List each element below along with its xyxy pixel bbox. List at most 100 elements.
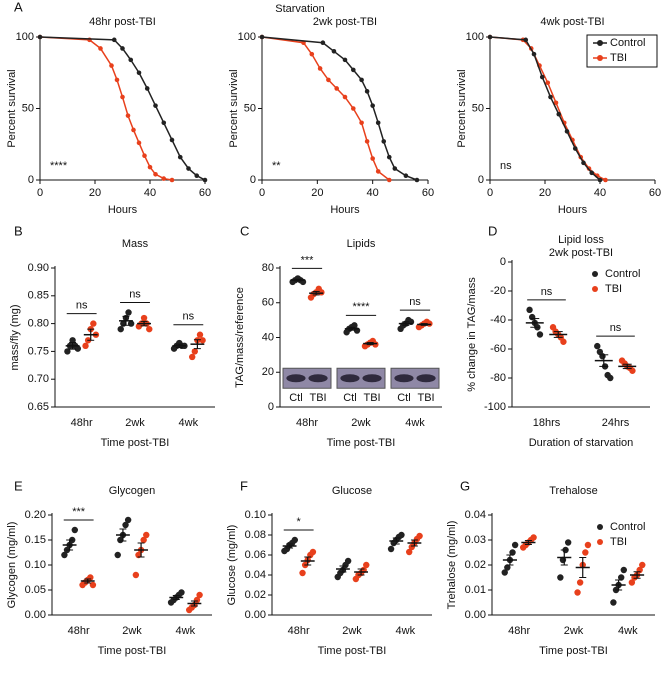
survival-point [161,120,167,126]
survival-point [161,176,167,181]
y-tick-label: -80 [490,372,506,384]
legend-marker [597,55,603,61]
data-point [594,342,601,350]
x-tick-label: 20 [89,187,101,199]
data-point [610,599,617,606]
y-tick-label: 0.00 [25,609,46,621]
x-tick-label: 18hrs [533,417,561,429]
data-point [504,564,511,571]
y-tick-label: 0.06 [245,549,266,561]
data-point [124,516,132,524]
y-tick-label: -100 [484,401,506,413]
y-tick-label: 0.00 [245,609,266,621]
data-point [193,596,201,604]
survival-point [572,146,578,151]
survival-point [386,154,392,160]
survival-point [370,156,375,161]
y-tick-label: -40 [490,314,506,326]
x-axis-label: Time post-TBI [318,645,387,657]
data-point [526,306,533,314]
y-axis-label: Trehalose (mg/ml) [446,521,458,610]
legend-label: TBI [605,283,622,295]
y-tick-label: 0.04 [465,509,486,521]
data-point [117,325,124,333]
data-point [387,545,395,553]
gel-label: Ctl [397,392,410,404]
x-tick-label: 40 [367,187,379,199]
x-tick-label: 20 [539,187,551,199]
panel-label: G [460,478,470,493]
survival-point [375,169,381,174]
x-tick-label: 24hrs [602,417,630,429]
data-point [191,348,198,355]
y-axis-label: % change in TAG/mass [466,277,478,392]
data-point [143,531,150,539]
x-axis-label: Time post-TBI [101,437,170,449]
significance: ns [541,286,553,298]
x-axis-label: Duration of starvation [529,437,634,449]
survival-line [261,36,418,181]
chart-title: Glycogen [109,485,155,497]
chart-subtitle: 2wk post-TBI [549,247,613,259]
y-tick-label: -20 [490,285,506,297]
chart-title: Lipids [347,238,376,250]
x-tick-label: 0 [487,187,493,199]
x-tick-label: 2wk [122,625,142,637]
gel-band [308,374,328,383]
survival-point [351,106,356,111]
gel-label: TBI [417,392,434,404]
gel-band [394,374,414,383]
y-axis-label: Percent survival [228,69,240,147]
significance: ns [500,160,512,172]
data-point [132,571,140,579]
data-point [416,532,423,540]
data-point [344,557,352,565]
y-tick-label: 0.65 [28,401,49,413]
survival-point [98,46,103,51]
x-tick-label: 60 [649,187,661,199]
gel-image [336,367,386,389]
gel-band [340,374,360,383]
y-tick-label: 0.10 [245,509,266,521]
y-tick-label: 0 [250,174,256,186]
data-point [629,367,636,374]
survival-point [120,46,125,51]
survival-point [564,129,570,134]
data-point [125,309,132,316]
data-point [71,526,79,534]
survival-point [359,120,364,126]
significance: ns [409,296,421,308]
data-point [196,331,204,338]
panel-label: A [14,0,23,14]
survival-point [114,77,120,83]
data-point [511,541,519,549]
data-point [117,536,124,544]
legend-label: TBI [610,52,627,64]
x-axis-label: Hours [330,204,360,216]
y-axis-label: mass/fly (mg) [9,305,21,371]
data-point [501,569,508,576]
survival-point [111,37,117,43]
data-point [90,320,97,327]
survival-point [177,154,183,160]
survival-point [186,166,191,171]
survival-point [153,171,158,177]
survival-point [309,51,315,57]
chart-title: Glucose [332,485,372,497]
survival-point [403,173,409,179]
survival-point [531,51,537,57]
y-tick-label: 0.01 [465,584,486,596]
significance: *** [72,506,86,518]
survival-point [142,153,147,158]
y-tick-label: 0.04 [245,569,266,581]
survival-point [37,34,43,40]
x-tick-label: 4wk [405,417,425,429]
survival-point [342,57,348,63]
panel-label: D [488,223,497,238]
y-axis-label: Percent survival [6,69,18,147]
data-point [127,320,135,327]
data-point [146,325,153,333]
data-point [628,579,636,586]
y-tick-label: 0.85 [28,290,49,302]
x-tick-label: 40 [594,187,606,199]
